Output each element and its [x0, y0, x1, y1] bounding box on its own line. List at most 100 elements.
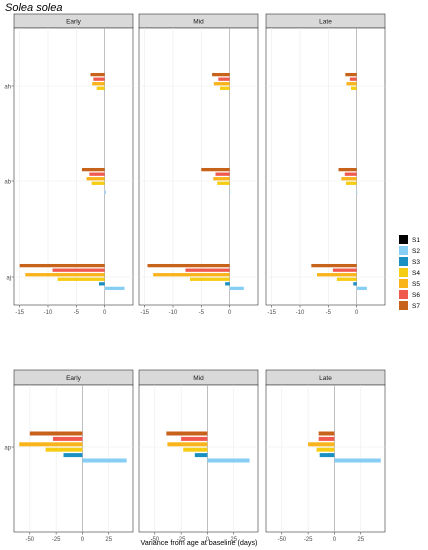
bar-mid-ap-s5 — [167, 442, 208, 447]
legend-key-s7 — [399, 301, 408, 310]
bar-early-aj-s4 — [57, 277, 105, 281]
x-tick-label: -50 — [150, 537, 159, 543]
bar-early-ah-s7 — [90, 72, 105, 77]
legend-label-s1: S1 — [412, 237, 420, 244]
bar-early-ap-s7 — [29, 431, 83, 436]
bar-early-ap-s6 — [52, 436, 83, 441]
x-tick-label: -25 — [177, 537, 186, 543]
facet-label-early: Early — [66, 18, 82, 25]
x-tick-label: -15 — [15, 310, 24, 316]
panel-background — [265, 27, 386, 306]
bar-mid-ab-s6 — [215, 172, 230, 176]
legend-label-s2: S2 — [412, 248, 420, 255]
x-tick-label: -50 — [277, 537, 286, 543]
bar-mid-ab-s7 — [201, 167, 230, 172]
bar-early-aj-s2 — [104, 286, 125, 291]
facet-label-late: Late — [319, 18, 332, 25]
legend-label-s6: S6 — [412, 292, 420, 299]
bar-mid-ab-s4 — [217, 181, 230, 185]
bar-late-ap-s3 — [319, 453, 335, 458]
x-tick-label: -25 — [304, 537, 313, 543]
x-tick-label: -5 — [326, 310, 332, 316]
bar-mid-ah-s7 — [212, 72, 230, 77]
bar-early-ab-s5 — [86, 177, 105, 181]
x-tick-label: -15 — [140, 310, 149, 316]
bar-late-aj-s7 — [311, 263, 357, 268]
x-tick-label: 25 — [357, 537, 364, 543]
bar-late-ab-s7 — [338, 167, 357, 172]
bar-mid-ap-s2 — [207, 458, 250, 463]
bar-late-ap-s5 — [308, 442, 335, 447]
bar-late-aj-s3 — [353, 282, 357, 286]
legend-key-s2 — [399, 246, 408, 255]
x-tick-label: -5 — [74, 310, 80, 316]
bar-mid-ah-s5 — [213, 82, 230, 86]
bar-early-ap-s2 — [82, 458, 127, 463]
bar-mid-aj-s4 — [190, 277, 230, 281]
x-tick-label: 0 — [333, 537, 337, 543]
legend-label-s5: S5 — [412, 281, 420, 288]
facet-label-early: Early — [66, 375, 82, 382]
bar-early-ah-s4 — [96, 86, 105, 90]
bar-early-ab-s6 — [89, 172, 105, 176]
bar-mid-ap-s7 — [166, 431, 208, 436]
bar-mid-ab-s2 — [229, 190, 231, 195]
x-tick-label: 0 — [103, 310, 107, 316]
x-tick-label: 0 — [206, 537, 210, 543]
panel-background — [138, 384, 259, 533]
y-tick-label-ah: ah — [4, 85, 11, 91]
legend-key-s5 — [399, 279, 408, 288]
bar-mid-ab-s5 — [213, 177, 230, 181]
bar-late-aj-s5 — [317, 273, 357, 277]
bar-early-ap-s3 — [63, 453, 83, 458]
bar-late-ap-s2 — [334, 458, 381, 463]
bar-early-ah-s5 — [92, 82, 105, 86]
x-tick-label: -10 — [44, 310, 53, 316]
legend-key-s1 — [399, 235, 408, 244]
legend-key-s3 — [399, 257, 408, 266]
facet-label-mid: Mid — [193, 375, 204, 382]
bar-late-ah-s6 — [349, 77, 357, 81]
bar-mid-aj-s6 — [185, 268, 230, 272]
bar-late-ap-s6 — [318, 436, 335, 441]
y-tick-label-ab: ab — [4, 180, 11, 186]
x-tick-label: 0 — [81, 537, 85, 543]
bar-mid-ap-s3 — [194, 453, 208, 458]
bar-late-ab-s2 — [356, 190, 358, 195]
bar-mid-ah-s6 — [218, 77, 230, 81]
panel-background — [13, 27, 134, 306]
bar-late-aj-s2 — [356, 286, 367, 291]
bar-early-ah-s6 — [93, 77, 105, 81]
x-tick-label: 0 — [355, 310, 359, 316]
x-axis-title: Variance from age at baseline (days) — [141, 538, 258, 547]
bar-late-ab-s6 — [344, 172, 357, 176]
legend-key-s6 — [399, 290, 408, 299]
bar-early-ab-s4 — [91, 181, 105, 185]
bar-early-ab-s7 — [82, 167, 105, 172]
bar-early-aj-s5 — [25, 273, 105, 277]
x-tick-label: 25 — [105, 537, 112, 543]
legend-label-s3: S3 — [412, 259, 420, 266]
bar-early-ap-s4 — [45, 447, 83, 452]
x-tick-label: -10 — [296, 310, 305, 316]
bar-mid-ap-s4 — [183, 447, 208, 452]
facet-label-mid: Mid — [193, 18, 204, 25]
bar-mid-aj-s5 — [153, 273, 230, 277]
bar-late-ap-s7 — [318, 431, 335, 436]
bar-early-ap-s5 — [19, 442, 83, 447]
y-tick-label-aj: aj — [6, 276, 11, 282]
bar-early-aj-s6 — [52, 268, 105, 272]
x-tick-label: 0 — [228, 310, 232, 316]
y-tick-label-ap: ap — [4, 446, 11, 452]
bar-late-ah-s5 — [346, 82, 357, 86]
x-tick-label: -25 — [52, 537, 61, 543]
x-tick-label: -10 — [169, 310, 178, 316]
bar-early-ab-s2 — [104, 190, 106, 195]
bar-late-ah-s4 — [351, 86, 357, 90]
legend-key-s4 — [399, 268, 408, 277]
bar-late-aj-s6 — [332, 268, 357, 272]
x-tick-label: -5 — [199, 310, 205, 316]
panel-background — [138, 27, 259, 306]
bar-late-ab-s5 — [341, 177, 357, 181]
